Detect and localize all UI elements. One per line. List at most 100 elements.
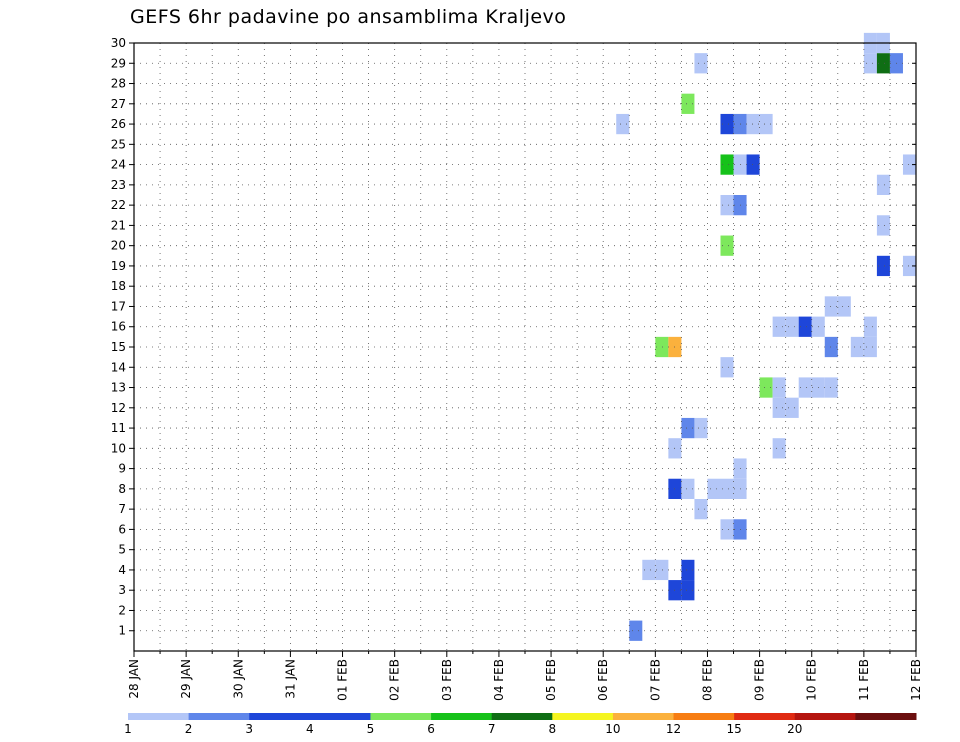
legend-label: 12 <box>666 722 681 736</box>
heat-cell <box>876 53 890 74</box>
heat-cell <box>785 397 799 418</box>
heat-cell <box>746 154 760 175</box>
heat-cell <box>798 316 812 337</box>
heat-cell <box>681 93 695 114</box>
legend-swatch <box>431 713 493 720</box>
heat-cell <box>772 397 786 418</box>
legend-label: 8 <box>548 722 556 736</box>
x-tick-label: 09 FEB <box>753 659 767 701</box>
legend-swatch <box>249 713 311 720</box>
heat-cell <box>863 316 877 337</box>
y-tick-label: 4 <box>118 563 126 577</box>
heat-cell <box>902 255 916 277</box>
y-tick-label: 21 <box>111 218 126 232</box>
x-tick-label: 02 FEB <box>388 659 402 701</box>
x-tick-label: 06 FEB <box>596 659 610 701</box>
y-tick-label: 9 <box>118 462 126 476</box>
chart-title: GEFS 6hr padavine po ansamblima Kraljevo <box>130 6 567 28</box>
legend-swatch <box>673 713 735 720</box>
heat-cell <box>824 336 838 358</box>
heat-cell <box>720 113 734 135</box>
legend-swatch <box>612 713 675 720</box>
y-tick-label: 23 <box>111 178 126 192</box>
heat-cell <box>759 113 773 135</box>
y-tick-label: 1 <box>118 624 126 638</box>
y-tick-label: 17 <box>111 299 126 313</box>
x-tick-label: 10 FEB <box>805 659 819 701</box>
x-axis: 28 JAN 29 JAN 30 JAN 31 JAN 01 FEB 02 FEB 03 F… <box>127 651 923 701</box>
heat-cell <box>681 478 695 499</box>
legend-swatch <box>794 713 856 720</box>
heat-cell <box>824 296 838 317</box>
heat-cell <box>720 519 734 540</box>
legend-label: 15 <box>727 722 742 736</box>
legend-label: 3 <box>245 722 253 736</box>
y-tick-label: 8 <box>118 482 126 496</box>
legend-swatch <box>552 713 614 720</box>
x-tick-label: 01 FEB <box>336 659 350 701</box>
legend-swatch <box>188 713 250 720</box>
heat-cell <box>798 377 812 398</box>
y-tick-label: 5 <box>118 543 126 557</box>
x-tick-label: 28 JAN <box>127 659 141 699</box>
cells-layer <box>616 32 916 641</box>
legend-label: 20 <box>787 722 802 736</box>
legend-label: 6 <box>427 722 435 736</box>
y-tick-label: 19 <box>111 259 126 273</box>
legend-label: 5 <box>367 722 375 736</box>
y-tick-label: 30 <box>111 36 126 50</box>
heat-cell <box>681 417 695 439</box>
x-tick-label: 05 FEB <box>544 659 558 701</box>
grid-layer <box>134 43 916 651</box>
legend-swatch <box>128 713 190 720</box>
y-tick-label: 10 <box>111 441 126 455</box>
heat-cell <box>720 195 734 216</box>
legend-swatch <box>370 713 432 720</box>
y-tick-label: 6 <box>118 522 126 536</box>
heat-cell <box>772 438 786 459</box>
y-tick-label: 11 <box>111 421 126 435</box>
heat-cell <box>850 336 864 358</box>
y-tick-label: 24 <box>111 158 126 172</box>
y-tick-label: 27 <box>111 97 126 111</box>
heat-cell <box>655 336 669 358</box>
x-tick-label: 08 FEB <box>700 659 714 701</box>
heat-cell <box>694 53 708 74</box>
heat-cell <box>785 316 799 337</box>
heat-cell <box>720 357 734 378</box>
y-tick-label: 25 <box>111 137 126 151</box>
legend-label: 10 <box>605 722 620 736</box>
legend-label: 4 <box>306 722 314 736</box>
color-legend: 1 2 3 4 5 6 7 8 10 12 15 20 <box>124 713 917 736</box>
y-tick-label: 14 <box>111 360 126 374</box>
x-tick-label: 12 FEB <box>909 659 923 701</box>
heat-cell <box>720 235 734 256</box>
y-tick-label: 29 <box>111 56 126 70</box>
heat-cell <box>876 174 890 195</box>
heat-cell <box>876 255 890 277</box>
x-tick-label: 11 FEB <box>857 659 871 701</box>
y-tick-label: 20 <box>111 239 126 253</box>
heat-cell <box>746 113 760 135</box>
legend-label: 2 <box>185 722 193 736</box>
heat-cell <box>863 53 877 74</box>
heat-cell <box>837 296 851 317</box>
heat-cell <box>681 559 695 581</box>
legend-label: 1 <box>124 722 132 736</box>
heat-cell <box>720 154 734 175</box>
y-tick-label: 12 <box>111 401 126 415</box>
y-tick-label: 13 <box>111 381 126 395</box>
heat-cell <box>616 113 630 135</box>
heat-cell <box>863 336 877 358</box>
y-axis: 1234567891011121314151617181920212223242… <box>111 36 916 638</box>
heat-cell <box>720 478 734 499</box>
y-tick-label: 18 <box>111 279 126 293</box>
heat-cell <box>642 559 656 581</box>
heat-cell <box>694 499 708 520</box>
legend-swatch <box>309 713 371 720</box>
legend-swatch <box>855 713 917 720</box>
heat-cell <box>824 377 838 398</box>
heat-cell <box>772 377 786 398</box>
x-tick-label: 29 JAN <box>179 659 193 699</box>
